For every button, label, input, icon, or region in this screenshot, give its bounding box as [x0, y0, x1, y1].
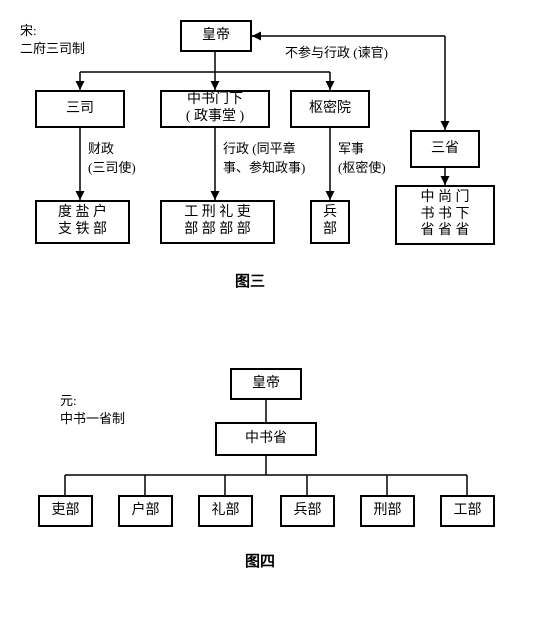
- dept-2-text: 礼部: [212, 503, 240, 520]
- sansi-subs-box: 度 盐 户 支 铁 部: [35, 200, 130, 244]
- sansi-text: 三司: [66, 101, 94, 118]
- yuan-dynasty-label: 元:: [60, 390, 77, 409]
- zhongshu-text: 中书门下 ( 政事堂 ): [186, 92, 244, 126]
- shumi-box: 枢密院: [290, 90, 370, 128]
- sansi-box: 三司: [35, 90, 125, 128]
- bingbu-text: 兵 部: [323, 205, 337, 239]
- zhongshu-note: 行政 (同平章 事、参知政事): [223, 138, 305, 176]
- bingbu-box: 兵 部: [310, 200, 350, 244]
- liubu-box: 工 刑 礼 吏 部 部 部 部: [160, 200, 275, 244]
- sansheng-box: 三省: [410, 130, 480, 168]
- dept-5: 工部: [440, 495, 495, 527]
- sansi-subs-text: 度 盐 户 支 铁 部: [58, 205, 107, 239]
- dept-2: 礼部: [198, 495, 253, 527]
- emperor-box-4: 皇帝: [230, 368, 302, 400]
- zhongshu-sheng-box: 中书省: [215, 422, 317, 456]
- shumi-note: 军事 (枢密使): [338, 138, 386, 176]
- emperor-text-3: 皇帝: [202, 28, 230, 45]
- liubu-text: 工 刑 礼 吏 部 部 部 部: [184, 205, 251, 239]
- yuan-system-label: 中书一省制: [60, 408, 125, 427]
- emperor-box-3: 皇帝: [180, 20, 252, 52]
- song-dynasty-label: 宋:: [20, 20, 37, 39]
- sansheng-text: 三省: [431, 141, 459, 158]
- caption-4: 图四: [245, 550, 275, 571]
- zhongshu-box: 中书门下 ( 政事堂 ): [160, 90, 270, 128]
- sansi-note: 财政 (三司使): [88, 138, 136, 176]
- sansheng-subs-box: 中 尚 门 书 书 下 省 省 省: [395, 185, 495, 245]
- dept-0-text: 吏部: [52, 503, 80, 520]
- dept-1: 户部: [118, 495, 173, 527]
- dept-4: 刑部: [360, 495, 415, 527]
- sansheng-subs-text: 中 尚 门 书 书 下 省 省 省: [421, 190, 470, 240]
- dept-1-text: 户部: [132, 503, 160, 520]
- caption-3: 图三: [235, 270, 265, 291]
- jian-annotation: 不参与行政 (谏官): [285, 42, 388, 61]
- dept-3-text: 兵部: [294, 503, 322, 520]
- dept-5-text: 工部: [454, 503, 482, 520]
- shumi-text: 枢密院: [309, 101, 351, 118]
- song-system-label: 二府三司制: [20, 38, 85, 57]
- dept-0: 吏部: [38, 495, 93, 527]
- diagram-3: 宋: 二府三司制 皇帝 不参与行政 (谏官) 三司 中书门下 ( 政事堂 ) 枢…: [20, 20, 513, 330]
- diagram-4: 元: 中书一省制 皇帝 中书省 吏部 户部 礼部 兵部 刑部 工部 图四: [20, 360, 513, 600]
- emperor-text-4: 皇帝: [252, 376, 280, 393]
- zhongshu-sheng-text: 中书省: [245, 431, 287, 448]
- dept-4-text: 刑部: [374, 503, 402, 520]
- dept-3: 兵部: [280, 495, 335, 527]
